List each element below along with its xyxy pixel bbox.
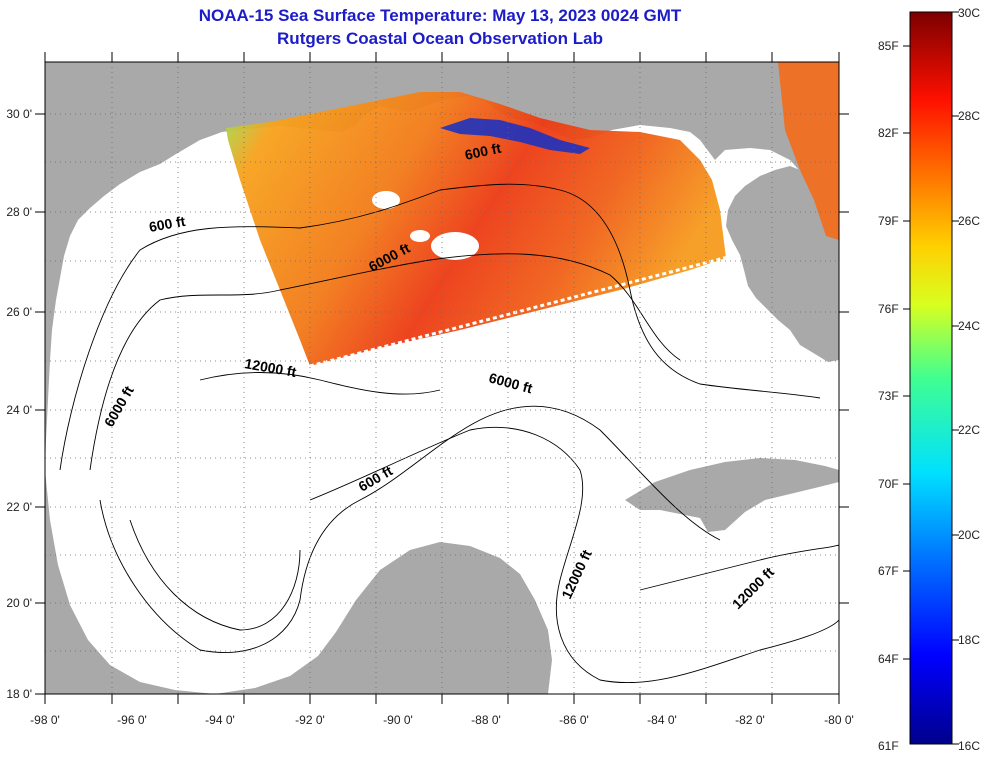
- colorbar-label-c: 16C: [958, 739, 980, 753]
- lon-label: -80 0': [824, 713, 854, 727]
- land-yucatan: [215, 542, 552, 694]
- swath-edge: [309, 255, 729, 368]
- contour-label-600ft-louisiana: 600 ft: [463, 140, 502, 163]
- graticule: [45, 62, 839, 694]
- colorbar-ticks: [903, 11, 959, 745]
- sst-swath-atlantic: [778, 62, 839, 240]
- land-mexico: [45, 470, 215, 694]
- sst-swath: [226, 92, 726, 366]
- lat-label: 20 0': [6, 596, 32, 610]
- land-us-gulf-coast: [45, 62, 839, 470]
- colorbar-label-f: 61F: [878, 739, 899, 753]
- lon-label: -94 0': [205, 713, 235, 727]
- lat-label: 28 0': [6, 205, 32, 219]
- latitude-labels: 30 0' 28 0' 26 0' 24 0' 22 0' 20 0' 18 0…: [6, 107, 32, 701]
- colorbar-label-c: 30C: [958, 6, 980, 20]
- colorbar-label-f: 64F: [878, 652, 899, 666]
- colorbar-label-f: 70F: [878, 477, 899, 491]
- bathymetry-contours: [59, 183, 839, 684]
- map-ticks: [35, 52, 849, 704]
- lon-label: -88 0': [471, 713, 501, 727]
- lat-label: 18 0': [6, 687, 32, 701]
- colorbar-label-c: 26C: [958, 214, 980, 228]
- colorbar-label-f: 82F: [878, 126, 899, 140]
- colorbar-label-f: 67F: [878, 564, 899, 578]
- lat-label: 30 0': [6, 107, 32, 121]
- lon-label: -90 0': [383, 713, 413, 727]
- colorbar-label-c: 18C: [958, 633, 980, 647]
- colorbar-label-c: 22C: [958, 423, 980, 437]
- colorbar-label-f: 73F: [878, 389, 899, 403]
- contour-label-600ft-texas: 600 ft: [148, 213, 187, 235]
- map-subtitle: Rutgers Coastal Ocean Observation Lab: [277, 29, 603, 48]
- cloud-gap: [431, 232, 479, 260]
- map-title: NOAA-15 Sea Surface Temperature: May 13,…: [198, 6, 682, 25]
- lat-label: 22 0': [6, 500, 32, 514]
- colorbar-labels: 85F 82F 79F 76F 73F 70F 67F 64F 61F 30C …: [878, 6, 980, 753]
- cloud-gap: [372, 191, 400, 209]
- lat-label: 26 0': [6, 305, 32, 319]
- colorbar-label-c: 20C: [958, 528, 980, 542]
- land-cuba: [625, 458, 839, 532]
- longitude-labels: -98 0' -96 0' -94 0' -92 0' -90 0' -88 0…: [30, 713, 854, 727]
- cloud-gap: [410, 230, 430, 242]
- lon-label: -98 0': [30, 713, 60, 727]
- lon-label: -82 0': [735, 713, 765, 727]
- colorbar-label-c: 24C: [958, 319, 980, 333]
- lon-label: -84 0': [647, 713, 677, 727]
- cold-plume: [440, 118, 590, 154]
- lon-label: -92 0': [295, 713, 325, 727]
- lat-label: 24 0': [6, 403, 32, 417]
- colorbar: [909, 11, 953, 745]
- colorbar-label-f: 76F: [878, 302, 899, 316]
- colorbar-label-f: 79F: [878, 214, 899, 228]
- lon-label: -86 0': [559, 713, 589, 727]
- land-florida: [726, 166, 839, 362]
- colorbar-label-f: 85F: [878, 39, 899, 53]
- colorbar-label-c: 28C: [958, 109, 980, 123]
- lon-label: -96 0': [117, 713, 147, 727]
